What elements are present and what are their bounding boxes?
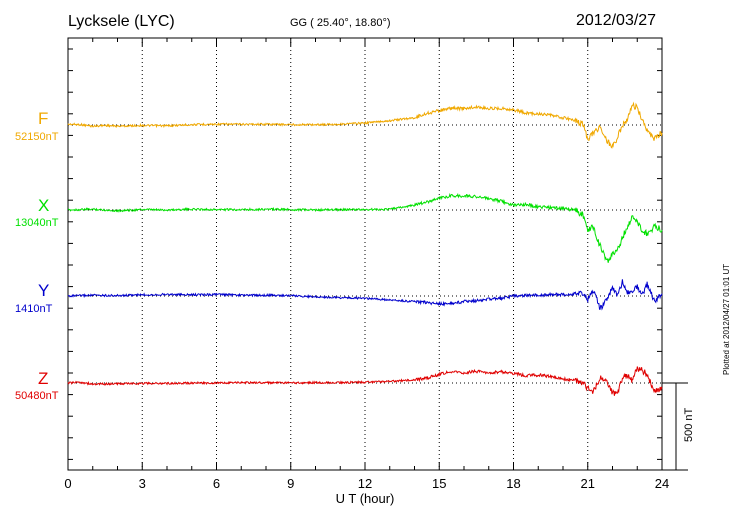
x-tick-label: 15	[432, 476, 446, 491]
series-line-x	[68, 192, 663, 263]
channel-letter-x: X	[38, 196, 50, 215]
scale-bar-label: 500 nT	[683, 407, 695, 442]
station-title: Lycksele (LYC)	[68, 13, 175, 30]
scale-bar	[662, 382, 688, 471]
x-tick-label: 24	[655, 476, 669, 491]
channel-letter-f: F	[38, 109, 49, 128]
channel-letter-y: Y	[38, 281, 50, 300]
chart-date: 2012/03/27	[576, 12, 657, 29]
x-tick-label: 12	[358, 476, 372, 491]
station-coordinates: GG ( 25.40°, 18.80°)	[290, 17, 391, 29]
chart-axes: 0 3 6 9 12 15 18 21 24 U T (hour)	[64, 37, 669, 506]
x-axis-label: U T (hour)	[336, 491, 395, 506]
channel-baseline-y: 1410nT	[15, 303, 53, 315]
chart-grid	[68, 38, 662, 470]
channel-baseline-f: 52150nT	[15, 131, 59, 143]
x-tick-label: 9	[287, 476, 294, 491]
x-tick-label: 3	[139, 476, 146, 491]
series-line-z	[67, 366, 663, 396]
x-tick-label: 21	[581, 476, 595, 491]
x-tick-label: 0	[64, 476, 71, 491]
chart-series	[67, 101, 663, 396]
channel-baseline-x: 13040nT	[15, 217, 59, 229]
channel-letter-z: Z	[38, 369, 49, 388]
series-line-y	[67, 279, 663, 311]
x-tick-label: 18	[506, 476, 520, 491]
plotted-timestamp: Plotted at 2012/04/27 01:01 UT	[722, 263, 730, 375]
channel-baseline-z: 50480nT	[15, 390, 59, 402]
x-tick-label: 6	[213, 476, 220, 491]
series-line-f	[67, 101, 663, 149]
